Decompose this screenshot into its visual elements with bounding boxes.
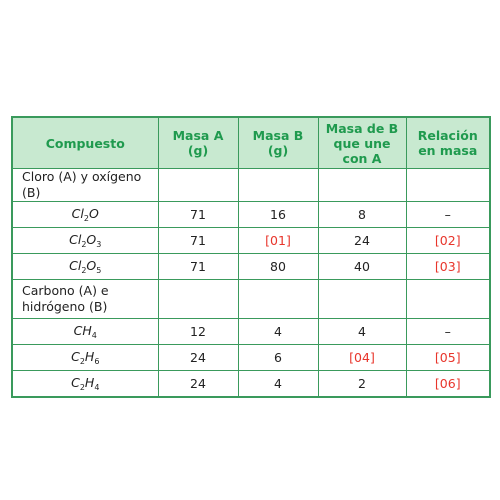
formula-cell: Cl2O <box>11 201 159 228</box>
relacion-cell: [06] <box>405 370 491 398</box>
masa-b-cell: [01] <box>237 227 319 254</box>
empty-cell <box>317 168 407 202</box>
masa-b-une-cell: 40 <box>317 253 407 280</box>
table-row: Cl2O5 71 80 40 [03] <box>11 253 491 280</box>
formula-subscript: 6 <box>94 357 100 366</box>
masa-a-cell: 24 <box>157 370 239 398</box>
empty-cell <box>237 168 319 202</box>
formula-element: C <box>71 375 80 390</box>
formula-element: Cl <box>71 206 84 221</box>
formula-subscript: 4 <box>94 383 100 392</box>
empty-cell <box>405 168 491 202</box>
masa-a-cell: 12 <box>157 318 239 345</box>
mass-relation-table: Compuesto Masa A (g) Masa B (g) Masa de … <box>11 116 491 398</box>
formula-element: Cl <box>69 258 82 273</box>
formula-subscript: 2 <box>83 214 89 223</box>
formula-element: C <box>71 349 80 364</box>
formula-subscript: 4 <box>91 331 97 340</box>
header-row: Compuesto Masa A (g) Masa B (g) Masa de … <box>11 116 491 169</box>
masa-b-une-cell: 24 <box>317 227 407 254</box>
empty-cell <box>157 279 239 319</box>
header-masa-b-une: Masa de B que une con A <box>317 116 407 169</box>
formula-cell: C2H4 <box>11 370 159 398</box>
header-masa-a: Masa A (g) <box>157 116 239 169</box>
masa-b-une-cell: 2 <box>317 370 407 398</box>
masa-b-cell: 80 <box>237 253 319 280</box>
masa-a-cell: 71 <box>157 253 239 280</box>
formula-element: Cl <box>69 232 82 247</box>
masa-b-cell: 16 <box>237 201 319 228</box>
formula-subscript: 2 <box>79 357 85 366</box>
empty-cell <box>157 168 239 202</box>
table-row: C2H4 24 4 2 [06] <box>11 370 491 398</box>
formula-element: C <box>73 323 83 338</box>
formula-element: O <box>86 258 97 273</box>
masa-a-cell: 71 <box>157 227 239 254</box>
table-row: CH4 12 4 4– <box>11 318 491 345</box>
formula-subscript: 2 <box>79 383 85 392</box>
table-row: Cl2O 71 16 8– <box>11 201 491 228</box>
formula-cell: CH4 <box>11 318 159 345</box>
header-masa-b: Masa B (g) <box>237 116 319 169</box>
group-row: Carbono (A) e hidrógeno (B) <box>11 279 491 319</box>
masa-b-une-cell: 4 <box>317 318 407 345</box>
header-relacion: Relación en masa <box>405 116 491 169</box>
formula-cell: Cl2O5 <box>11 253 159 280</box>
relacion-cell: [02] <box>405 227 491 254</box>
masa-b-cell: 6 <box>237 344 319 371</box>
masa-b-cell: 4 <box>237 318 319 345</box>
formula-element: O <box>86 232 97 247</box>
formula-cell: Cl2O3 <box>11 227 159 254</box>
header-compuesto: Compuesto <box>11 116 159 169</box>
relacion-cell: [03] <box>405 253 491 280</box>
masa-b-une-cell: 8 <box>317 201 407 228</box>
formula-element: H <box>82 323 92 338</box>
formula-element: O <box>88 206 99 221</box>
group-row: Cloro (A) y oxígeno (B) <box>11 168 491 202</box>
masa-b-cell: 4 <box>237 370 319 398</box>
masa-a-cell: 71 <box>157 201 239 228</box>
formula-subscript: 5 <box>96 266 102 275</box>
empty-cell <box>317 279 407 319</box>
formula-element: H <box>84 349 95 364</box>
relacion-cell: [05] <box>405 344 491 371</box>
table-container: Compuesto Masa A (g) Masa B (g) Masa de … <box>11 116 491 398</box>
empty-cell <box>237 279 319 319</box>
formula-cell: C2H6 <box>11 344 159 371</box>
table-row: Cl2O3 71 [01] 24 [02] <box>11 227 491 254</box>
formula-element: H <box>84 375 95 390</box>
relacion-cell: – <box>405 201 491 228</box>
formula-subscript: 3 <box>96 240 102 249</box>
table-row: C2H6 24 6 [04] [05] <box>11 344 491 371</box>
group-label: Cloro (A) y oxígeno (B) <box>11 168 159 202</box>
group-label: Carbono (A) e hidrógeno (B) <box>11 279 159 319</box>
masa-b-une-cell: [04] <box>317 344 407 371</box>
formula-subscript: 2 <box>81 240 87 249</box>
masa-a-cell: 24 <box>157 344 239 371</box>
formula-subscript: 2 <box>81 266 87 275</box>
empty-cell <box>405 279 491 319</box>
relacion-cell: – <box>405 318 491 345</box>
